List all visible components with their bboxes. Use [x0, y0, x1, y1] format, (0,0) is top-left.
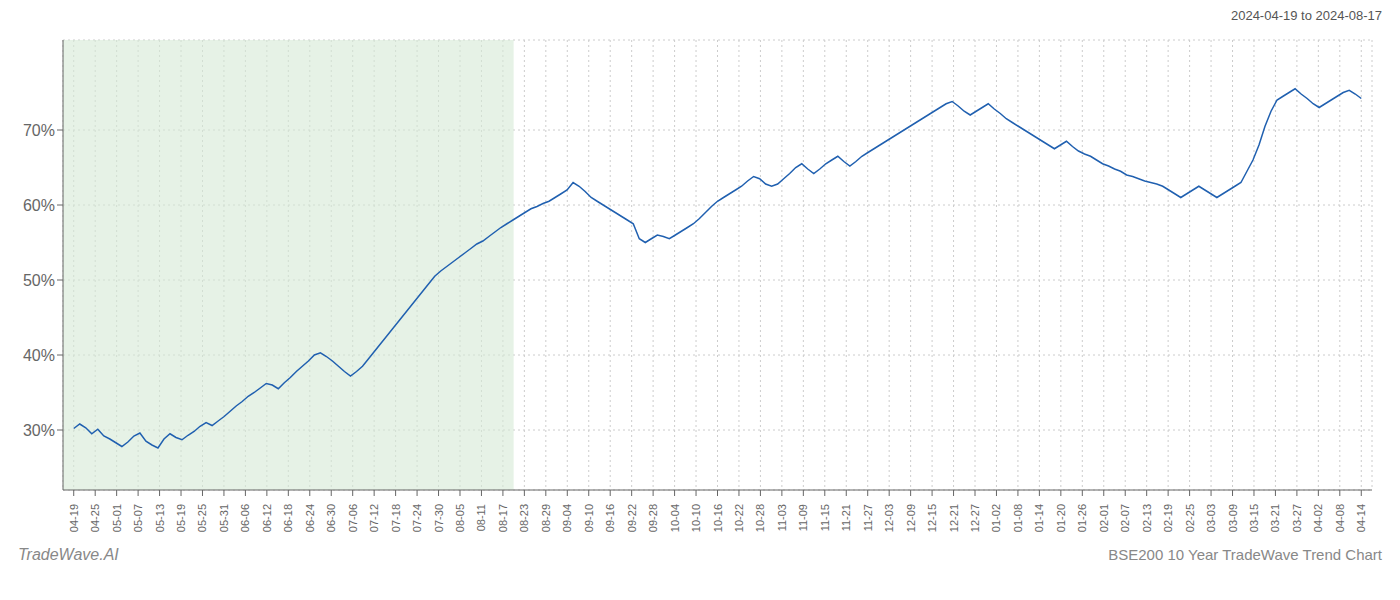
svg-text:05-13: 05-13 — [154, 504, 166, 532]
svg-text:05-07: 05-07 — [132, 504, 144, 532]
svg-text:01-26: 01-26 — [1076, 504, 1088, 532]
svg-text:05-01: 05-01 — [111, 504, 123, 532]
svg-text:06-18: 06-18 — [282, 504, 294, 532]
svg-text:11-21: 11-21 — [840, 504, 852, 531]
svg-text:09-28: 09-28 — [647, 504, 659, 532]
svg-text:40%: 40% — [23, 347, 55, 364]
svg-text:10-16: 10-16 — [712, 504, 724, 532]
svg-text:09-16: 09-16 — [604, 504, 616, 532]
svg-text:03-15: 03-15 — [1248, 504, 1260, 532]
svg-text:10-10: 10-10 — [690, 504, 702, 532]
svg-text:11-09: 11-09 — [797, 504, 809, 531]
svg-text:12-21: 12-21 — [948, 504, 960, 532]
svg-text:08-17: 08-17 — [497, 504, 509, 532]
svg-text:03-09: 03-09 — [1227, 504, 1239, 532]
svg-text:05-25: 05-25 — [196, 504, 208, 532]
svg-text:02-07: 02-07 — [1119, 504, 1131, 532]
svg-text:12-09: 12-09 — [905, 504, 917, 532]
svg-text:02-01: 02-01 — [1098, 504, 1110, 532]
svg-text:02-25: 02-25 — [1184, 504, 1196, 532]
svg-text:12-03: 12-03 — [883, 504, 895, 532]
svg-text:10-22: 10-22 — [733, 504, 745, 532]
svg-text:07-30: 07-30 — [433, 504, 445, 532]
svg-text:11-27: 11-27 — [862, 504, 874, 531]
svg-text:03-21: 03-21 — [1269, 504, 1281, 532]
svg-text:06-30: 06-30 — [325, 504, 337, 532]
svg-text:02-19: 02-19 — [1162, 504, 1174, 532]
svg-text:01-08: 01-08 — [1012, 504, 1024, 532]
svg-text:09-22: 09-22 — [626, 504, 638, 532]
html-text:TradeWave.AI: TradeWave.AI — [18, 546, 119, 563]
svg-text:08-23: 08-23 — [518, 504, 530, 532]
svg-text:07-18: 07-18 — [390, 504, 402, 532]
svg-text:70%: 70% — [23, 122, 55, 139]
svg-text:06-12: 06-12 — [261, 504, 273, 532]
svg-text:02-13: 02-13 — [1141, 504, 1153, 532]
svg-text:11-15: 11-15 — [819, 504, 831, 531]
svg-text:01-20: 01-20 — [1055, 504, 1067, 532]
svg-text:11-03: 11-03 — [776, 504, 788, 531]
html-text:BSE200 10 Year TradeWave Trend: BSE200 10 Year TradeWave Trend Chart — [1108, 546, 1382, 563]
svg-text:08-11: 08-11 — [475, 504, 487, 531]
svg-text:01-14: 01-14 — [1033, 504, 1045, 532]
svg-text:30%: 30% — [23, 422, 55, 439]
svg-text:07-06: 07-06 — [347, 504, 359, 532]
svg-text:05-31: 05-31 — [218, 504, 230, 532]
svg-text:08-29: 08-29 — [540, 504, 552, 532]
svg-text:04-08: 04-08 — [1334, 504, 1346, 532]
svg-text:50%: 50% — [23, 272, 55, 289]
svg-text:07-24: 07-24 — [411, 504, 423, 532]
svg-text:60%: 60% — [23, 197, 55, 214]
svg-text:10-28: 10-28 — [754, 504, 766, 532]
html-text:2024-04-19 to 2024-08-17: 2024-04-19 to 2024-08-17 — [1230, 8, 1382, 23]
svg-text:08-05: 08-05 — [454, 504, 466, 532]
svg-text:06-06: 06-06 — [239, 504, 251, 532]
svg-text:04-14: 04-14 — [1355, 504, 1367, 532]
svg-text:06-24: 06-24 — [304, 504, 316, 532]
svg-text:07-12: 07-12 — [368, 504, 380, 532]
svg-text:01-02: 01-02 — [990, 504, 1002, 532]
svg-text:10-04: 10-04 — [669, 504, 681, 532]
svg-text:03-03: 03-03 — [1205, 504, 1217, 532]
svg-text:04-19: 04-19 — [68, 504, 80, 532]
svg-text:04-02: 04-02 — [1312, 504, 1324, 532]
svg-text:09-04: 09-04 — [561, 504, 573, 532]
svg-text:09-10: 09-10 — [583, 504, 595, 532]
svg-text:04-25: 04-25 — [89, 504, 101, 532]
svg-text:12-27: 12-27 — [969, 504, 981, 532]
svg-text:03-27: 03-27 — [1291, 504, 1303, 532]
svg-text:12-15: 12-15 — [926, 504, 938, 532]
svg-text:05-19: 05-19 — [175, 504, 187, 532]
